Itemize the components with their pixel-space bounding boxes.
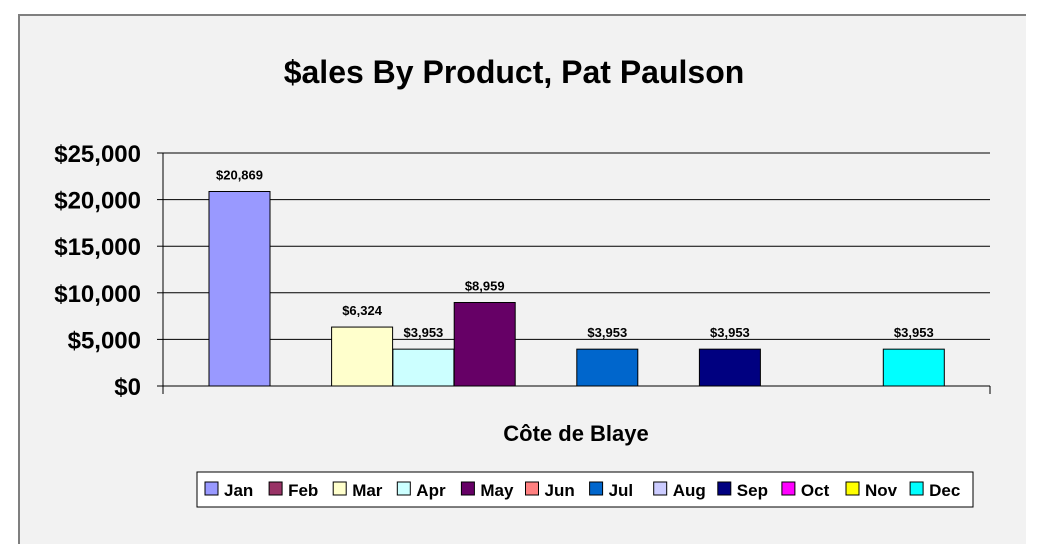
legend-label-feb: Feb — [288, 481, 318, 500]
legend-label-aug: Aug — [673, 481, 706, 500]
legend-label-mar: Mar — [352, 481, 383, 500]
legend-swatch-sep — [717, 481, 732, 496]
y-tick-label: $25,000 — [54, 141, 141, 168]
legend-label-sep: Sep — [737, 481, 768, 500]
bars — [208, 191, 945, 387]
legend-label-dec: Dec — [929, 481, 960, 500]
data-label-dec: $3,953 — [894, 325, 934, 340]
legend-label-may: May — [480, 481, 514, 500]
bar-jul — [576, 348, 639, 387]
legend-swatch-nov — [845, 481, 860, 496]
legend-swatch-oct — [781, 481, 796, 496]
legend-swatch-jul — [589, 481, 604, 496]
data-label-jul: $3,953 — [587, 325, 627, 340]
legend-label-jan: Jan — [224, 481, 253, 500]
y-tick-label: $5,000 — [68, 327, 141, 354]
x-axis-label: Côte de Blaye — [503, 421, 649, 446]
chart-frame — [18, 14, 1026, 544]
legend: Jan Feb Mar Apr May Jun Jul Aug Sep Oct Nov Dec — [196, 471, 974, 508]
data-label-sep: $3,953 — [710, 325, 750, 340]
y-tick-label: $15,000 — [54, 234, 141, 261]
bar-mar — [331, 326, 394, 387]
legend-swatch-apr — [396, 481, 411, 496]
legend-swatch-aug — [653, 481, 668, 496]
legend-swatch-dec — [909, 481, 924, 496]
legend-swatch-jan — [204, 481, 219, 496]
data-label-jan: $20,869 — [216, 168, 263, 183]
legend-label-apr: Apr — [416, 481, 446, 500]
legend-label-nov: Nov — [865, 481, 898, 500]
legend-swatch-feb — [268, 481, 283, 496]
bar-apr — [392, 348, 455, 387]
y-tick-label: $20,000 — [54, 188, 141, 215]
legend-swatch-may — [460, 481, 475, 496]
chart-title: $ales By Product, Pat Paulson — [284, 54, 745, 90]
bar-sep — [698, 348, 761, 387]
y-tick-label: $10,000 — [54, 281, 141, 308]
gridlines — [163, 152, 991, 394]
legend-swatch-jun — [525, 481, 539, 496]
bar-jan — [208, 191, 271, 387]
bar-dec — [882, 348, 945, 387]
legend-label-jul: Jul — [609, 481, 634, 500]
y-tick-label: $0 — [114, 374, 141, 401]
bar-may — [453, 302, 516, 387]
legend-label-oct: Oct — [801, 481, 830, 500]
legend-box — [196, 471, 974, 508]
y-axis-ticks: $0 $5,000 $10,000 $15,000 $20,000 $25,000 — [54, 141, 163, 401]
legend-label-jun: Jun — [545, 481, 575, 500]
data-label-mar: $6,324 — [342, 303, 383, 318]
legend-swatch-mar — [332, 481, 347, 496]
data-labels: $20,869 $6,324 $3,953 $8,959 $3,953 $3,953 $3,… — [216, 168, 934, 341]
data-label-may: $8,959 — [465, 279, 505, 294]
data-label-apr: $3,953 — [404, 325, 444, 340]
